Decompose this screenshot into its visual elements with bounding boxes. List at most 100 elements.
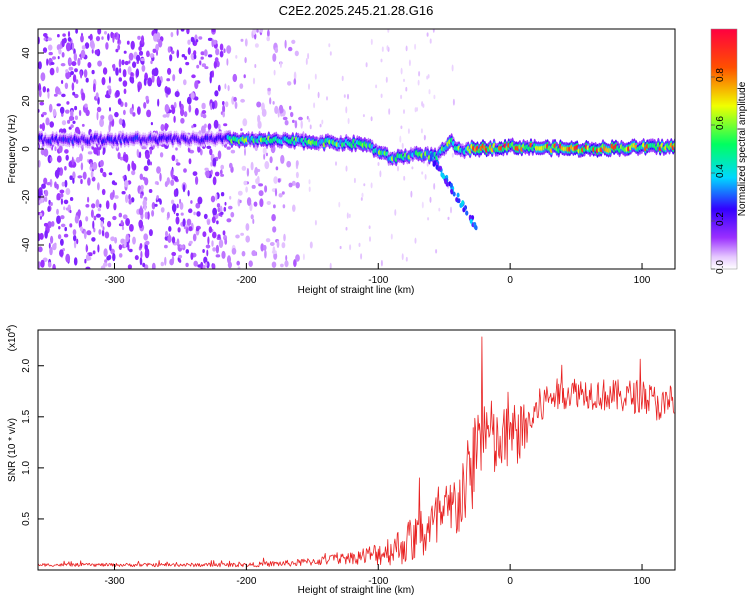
spectrogram-cell xyxy=(79,54,82,58)
spectrogram-cell xyxy=(150,161,152,166)
spectrogram-cell xyxy=(179,202,184,210)
spectrogram-cell xyxy=(263,153,266,160)
spectrogram-cell xyxy=(151,202,156,210)
spectrogram-cell xyxy=(272,246,276,254)
spectrogram-cell xyxy=(287,81,292,86)
spectrogram-cell xyxy=(140,250,143,259)
spectrogram-cell xyxy=(63,199,69,205)
spectrogram-cell xyxy=(122,69,127,78)
spectrogram-cell xyxy=(195,39,199,43)
spectrogram-cell xyxy=(432,29,435,33)
spectrogram-cell xyxy=(52,243,57,251)
spectrogram-cell xyxy=(191,74,196,79)
snr-plot xyxy=(37,329,676,571)
snr-frame xyxy=(37,329,676,571)
spectrogram-cell xyxy=(101,188,106,196)
spectrogram-cell xyxy=(267,29,270,38)
spectrogram-cell xyxy=(47,261,52,268)
spectrogram-cell xyxy=(164,256,167,266)
spectrogram-cell xyxy=(229,195,232,200)
spectrogram-cell xyxy=(167,67,172,75)
spectrogram-cell xyxy=(213,119,219,129)
spectrogram-cell xyxy=(417,79,420,86)
spectrogram-cell xyxy=(368,225,371,229)
spectrogram-cell xyxy=(173,101,177,109)
spectrogram-cell xyxy=(73,52,78,62)
spectrogram-cell xyxy=(203,49,208,57)
spectrogram-cell xyxy=(73,234,77,242)
spectrogram-cell xyxy=(71,82,75,91)
spectrogram-cell xyxy=(212,247,217,252)
spectrogram-cell xyxy=(269,156,273,164)
spectrogram-cell xyxy=(210,102,213,111)
spectrogram-cell xyxy=(451,64,454,72)
spectrogram-cell xyxy=(361,192,364,198)
spectrogram-cell xyxy=(314,73,317,80)
spectrogram-cell xyxy=(370,38,373,46)
spectrogram-cell xyxy=(200,56,204,60)
spectrogram-cell xyxy=(145,152,150,160)
spectrogram-cell xyxy=(254,166,258,176)
spectrogram-y-ticks: 40 20 0 -20 -40 xyxy=(21,47,44,252)
spectrogram-cell xyxy=(131,163,137,171)
spectrogram-cell xyxy=(139,173,143,180)
spectrogram-cell xyxy=(48,51,53,56)
spectrogram-cell xyxy=(127,163,131,172)
spectrogram-cell xyxy=(172,74,176,82)
spectrogram-cell xyxy=(107,33,110,41)
spectrogram-cell xyxy=(206,249,209,257)
spectrogram-cell xyxy=(204,66,209,70)
spectrogram-cell xyxy=(264,249,267,259)
spectrogram-cell xyxy=(102,226,105,231)
spectrogram-cell xyxy=(171,251,177,257)
spectrogram-cell xyxy=(47,206,51,212)
spectrogram-cell xyxy=(82,171,87,180)
x-tick-label: -100 xyxy=(368,275,388,286)
spectrogram-cell xyxy=(60,223,66,228)
spectrogram-cell xyxy=(92,250,96,255)
spectrogram-cell xyxy=(69,197,74,201)
spectrogram-cell xyxy=(130,40,135,50)
spectrogram-cell xyxy=(405,86,408,92)
spectrogram-cell xyxy=(70,71,74,75)
spectrogram-cell xyxy=(202,264,206,269)
spectrogram-cell xyxy=(156,181,159,186)
spectrogram-cell xyxy=(123,109,126,116)
spectrogram-cell xyxy=(85,77,89,83)
spectrogram-cell xyxy=(399,135,402,143)
spectrogram-cell xyxy=(95,36,101,42)
spectrogram-cell xyxy=(410,190,413,198)
spectrogram-cell xyxy=(461,200,465,206)
spectrogram-cell xyxy=(93,215,97,221)
spectrogram-cell xyxy=(225,101,229,108)
spectrogram-cell xyxy=(118,77,123,82)
spectrogram-cell xyxy=(465,210,469,216)
spectrogram-cell xyxy=(68,115,74,121)
spectrogram-cell xyxy=(421,101,424,107)
spectrogram-cell xyxy=(54,169,60,178)
spectrogram-cell xyxy=(146,109,152,118)
spectrogram-cell xyxy=(39,101,45,106)
spectrogram-cell xyxy=(193,50,197,56)
spectrogram-cell xyxy=(102,67,108,75)
spectrogram-cell xyxy=(85,254,90,261)
spectrogram-cell xyxy=(223,123,228,127)
spectrogram-cell xyxy=(85,216,89,222)
spectrogram-cell xyxy=(138,207,144,216)
spectrogram-cell xyxy=(414,237,417,244)
spectrogram-cell xyxy=(50,202,53,206)
spectrogram-cell xyxy=(61,93,66,98)
spectrogram-cell xyxy=(362,114,365,118)
spectrogram-cell xyxy=(380,58,383,63)
spectrogram-cell xyxy=(160,124,165,132)
spectrogram-cell xyxy=(91,203,96,209)
spectrogram-cell xyxy=(191,125,194,129)
spectrogram-cell xyxy=(93,83,96,93)
spectrogram-cell xyxy=(341,75,344,82)
x-tick-label: -300 xyxy=(104,275,124,286)
spectrogram-cell xyxy=(293,71,297,81)
spectrogram-cell xyxy=(114,195,119,199)
spectrogram-cell xyxy=(183,226,187,230)
spectrogram-cell xyxy=(215,193,218,201)
spectrogram-cell xyxy=(103,248,108,257)
